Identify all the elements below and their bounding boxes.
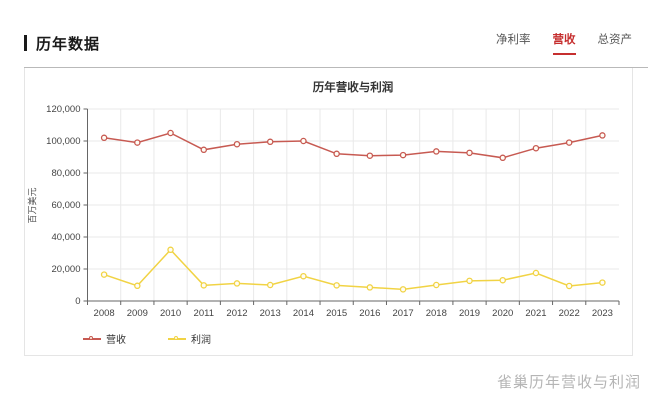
profit-point-2023 xyxy=(599,279,606,286)
profit-point-2017 xyxy=(399,286,407,293)
profit-point-2015 xyxy=(333,282,340,289)
profit-point-2016 xyxy=(366,284,374,291)
y-tick-label: 80,000 xyxy=(51,168,80,179)
y-tick-label: 100,000 xyxy=(46,136,80,147)
revenue-point-2016 xyxy=(366,152,374,159)
watermark-caption: 雀巢历年营收与利润 xyxy=(496,374,641,391)
x-tick-label: 2012 xyxy=(226,308,247,319)
revenue-point-2022 xyxy=(565,139,573,146)
x-tick-label: 2009 xyxy=(127,308,148,319)
x-tick-label: 2016 xyxy=(359,308,380,319)
profit-point-2012 xyxy=(233,280,241,287)
x-tick-label: 2023 xyxy=(592,308,613,319)
revenue-point-2014 xyxy=(300,137,307,145)
revenue-point-2011 xyxy=(200,146,208,154)
x-tick-label: 2010 xyxy=(160,308,181,319)
profit-point-2009 xyxy=(134,282,141,290)
revenue-point-2012 xyxy=(233,140,241,148)
header-divider xyxy=(24,67,648,68)
profit-legend-marker xyxy=(168,335,186,340)
revenue-point-2018 xyxy=(433,148,440,155)
revenue-point-2020 xyxy=(499,154,506,162)
profit-point-2021 xyxy=(532,269,540,277)
revenue-point-2009 xyxy=(134,139,141,146)
revenue-point-2021 xyxy=(532,144,540,152)
chart-card: 历年营收与利润 百万美元 0 20,000 40,000 60,000 80,000 10… xyxy=(24,68,633,356)
profit-point-2013 xyxy=(266,281,274,289)
profit-point-2010 xyxy=(167,246,174,254)
revenue-point-2010 xyxy=(167,129,174,137)
x-tick-label: 2018 xyxy=(426,308,447,319)
profit-point-2022 xyxy=(565,282,573,290)
revenue-line xyxy=(104,132,603,159)
x-tick-label: 2019 xyxy=(459,308,480,319)
x-tick-label: 2015 xyxy=(326,308,347,319)
profit-point-2019 xyxy=(466,277,473,285)
x-tick-label: 2021 xyxy=(525,308,546,319)
revenue-point-2015 xyxy=(333,150,340,158)
legend-label-revenue: 营收 xyxy=(106,335,126,346)
tab-net-margin[interactable]: 净利率 xyxy=(496,34,531,46)
x-tick-label: 2008 xyxy=(94,308,115,319)
x-tick-label: 2020 xyxy=(492,308,513,319)
profit-point-2008 xyxy=(100,271,108,278)
legend-item-revenue[interactable]: 营收 xyxy=(83,331,126,346)
line-chart: 0 20,000 40,000 60,000 80,000 100,000 120,000 2… xyxy=(46,104,620,319)
y-tick-label: 60,000 xyxy=(51,200,80,211)
x-tick-label: 2017 xyxy=(393,308,414,319)
revenue-point-2019 xyxy=(466,149,473,157)
revenue-point-2008 xyxy=(100,134,108,142)
metric-tabs: 净利率 营收 总资产 xyxy=(496,31,632,55)
y-tick-label: 20,000 xyxy=(51,264,80,275)
profit-point-2011 xyxy=(200,282,208,289)
title-accent-bar xyxy=(24,35,27,51)
legend-label-profit: 利润 xyxy=(191,335,211,346)
tab-revenue[interactable]: 营收 xyxy=(552,31,576,55)
x-tick-label: 2022 xyxy=(559,308,580,319)
chart-legend: 营收 利润 xyxy=(83,331,211,346)
y-tick-label: 40,000 xyxy=(51,232,80,243)
revenue-point-2023 xyxy=(599,132,606,139)
legend-item-profit[interactable]: 利润 xyxy=(168,331,211,346)
profit-line xyxy=(103,248,603,291)
x-tick-label: 2014 xyxy=(293,308,314,319)
revenue-point-2013 xyxy=(266,138,274,146)
revenue-legend-marker xyxy=(83,335,101,340)
profit-point-2014 xyxy=(300,272,307,280)
page-title: 历年数据 xyxy=(36,35,101,53)
x-tick-label: 2011 xyxy=(194,308,214,319)
revenue-point-2017 xyxy=(399,151,407,159)
section-header: 历年数据 净利率 营收 总资产 xyxy=(24,28,648,58)
chart-title: 历年营收与利润 xyxy=(312,82,394,94)
profit-point-2018 xyxy=(433,281,440,289)
x-tick-label: 2013 xyxy=(260,308,281,319)
y-tick-label: 120,000 xyxy=(46,104,80,115)
y-tick-label: 0 xyxy=(75,296,80,307)
profit-point-2020 xyxy=(499,276,506,284)
tab-total-assets[interactable]: 总资产 xyxy=(597,34,633,46)
